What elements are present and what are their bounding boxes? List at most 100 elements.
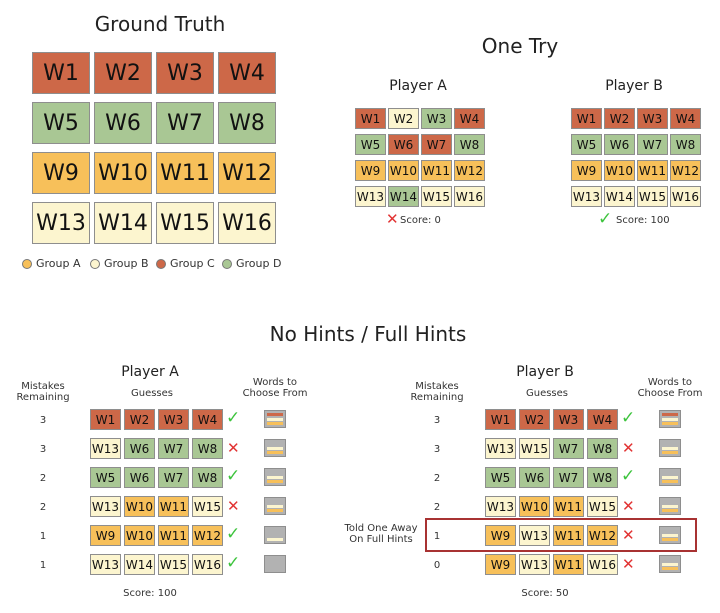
word-tile: W6 <box>519 467 550 488</box>
remaining-group-bar <box>662 418 678 421</box>
remaining-group-bar <box>267 509 283 512</box>
word-tile: W15 <box>519 438 550 459</box>
word-tile: W6 <box>604 134 635 155</box>
mistakes-remaining-value: 2 <box>433 502 441 513</box>
word-tile: W11 <box>553 496 584 517</box>
hints-player-a-name: Player A <box>121 364 179 380</box>
word-tile: W2 <box>519 409 550 430</box>
one-try-player-b-name: Player B <box>605 78 663 94</box>
legend-swatch <box>90 259 100 269</box>
one-away-note: Told One Away On Full Hints <box>344 523 418 545</box>
cross-icon: ✕ <box>622 526 635 544</box>
remaining-group-bar <box>662 480 678 483</box>
words-to-choose-thumbnail <box>659 439 681 457</box>
word-tile: W13 <box>90 496 121 517</box>
word-tile: W13 <box>32 202 90 244</box>
mistakes-header-a: Mistakes Remaining <box>16 381 70 403</box>
word-tile: W11 <box>553 554 584 575</box>
word-tile: W12 <box>192 525 223 546</box>
one-try-score: Score: 100 <box>616 215 670 226</box>
remaining-group-bar <box>662 538 678 541</box>
word-tile: W1 <box>32 52 90 94</box>
words-to-choose-thumbnail <box>264 555 286 573</box>
remaining-group-bar <box>267 447 283 450</box>
word-tile: W15 <box>158 554 189 575</box>
cross-icon: ✕ <box>622 555 635 573</box>
hints-player-b-name: Player B <box>516 364 574 380</box>
word-tile: W12 <box>670 160 701 181</box>
word-tile: W10 <box>604 160 635 181</box>
one-try-title: One Try <box>481 34 559 58</box>
words-to-choose-thumbnail <box>659 468 681 486</box>
word-tile: W6 <box>388 134 419 155</box>
check-icon: ✓ <box>621 408 636 428</box>
legend-label: Group B <box>104 257 149 270</box>
word-tile: W8 <box>192 467 223 488</box>
word-tile: W10 <box>94 152 152 194</box>
word-tile: W6 <box>124 467 155 488</box>
remaining-group-bar <box>267 422 283 425</box>
legend-label: Group C <box>170 257 215 270</box>
word-tile: W5 <box>355 134 386 155</box>
remaining-group-bar <box>662 567 678 570</box>
mistakes-remaining-value: 2 <box>39 502 47 513</box>
remaining-group-bar <box>662 534 678 537</box>
word-tile: W9 <box>355 160 386 181</box>
word-tile: W7 <box>421 134 452 155</box>
word-tile: W4 <box>587 409 618 430</box>
mistakes-remaining-value: 2 <box>433 473 441 484</box>
word-tile: W13 <box>355 186 386 207</box>
word-tile: W12 <box>587 525 618 546</box>
word-tile: W3 <box>637 108 668 129</box>
word-tile: W7 <box>158 467 189 488</box>
hints-player-b-score: Score: 50 <box>521 588 569 599</box>
word-tile: W2 <box>94 52 152 94</box>
word-tile: W7 <box>158 438 189 459</box>
word-tile: W15 <box>637 186 668 207</box>
check-icon: ✓ <box>226 466 241 486</box>
word-tile: W1 <box>90 409 121 430</box>
legend-swatch <box>222 259 232 269</box>
word-tile: W8 <box>192 438 223 459</box>
word-tile: W4 <box>192 409 223 430</box>
word-tile: W16 <box>192 554 223 575</box>
word-tile: W6 <box>94 102 152 144</box>
check-icon: ✓ <box>226 408 241 428</box>
word-tile: W13 <box>485 438 516 459</box>
words-header-a: Words to Choose From <box>242 377 308 399</box>
mistakes-remaining-value: 0 <box>433 560 441 571</box>
word-tile: W7 <box>156 102 214 144</box>
mistakes-remaining-value: 2 <box>39 473 47 484</box>
hints-player-a-score: Score: 100 <box>123 588 177 599</box>
word-tile: W1 <box>571 108 602 129</box>
words-to-choose-thumbnail <box>659 555 681 573</box>
one-away-highlight <box>425 518 697 552</box>
word-tile: W2 <box>124 409 155 430</box>
word-tile: W8 <box>454 134 485 155</box>
word-tile: W13 <box>90 438 121 459</box>
words-to-choose-thumbnail <box>659 497 681 515</box>
word-tile: W14 <box>388 186 419 207</box>
mistakes-remaining-value: 1 <box>39 560 47 571</box>
remaining-group-bar <box>662 505 678 508</box>
check-icon: ✓ <box>598 209 613 229</box>
remaining-group-bar <box>662 509 678 512</box>
word-tile: W8 <box>218 102 276 144</box>
word-tile: W4 <box>670 108 701 129</box>
check-icon: ✓ <box>226 524 241 544</box>
word-tile: W4 <box>454 108 485 129</box>
word-tile: W15 <box>192 496 223 517</box>
word-tile: W14 <box>604 186 635 207</box>
word-tile: W16 <box>218 202 276 244</box>
word-tile: W15 <box>421 186 452 207</box>
word-tile: W5 <box>32 102 90 144</box>
guesses-header-b: Guesses <box>525 388 569 399</box>
remaining-group-bar <box>267 538 283 541</box>
word-tile: W9 <box>32 152 90 194</box>
word-tile: W13 <box>519 554 550 575</box>
mistakes-remaining-value: 1 <box>433 531 441 542</box>
mistakes-remaining-value: 1 <box>39 531 47 542</box>
remaining-group-bar <box>267 476 283 479</box>
one-try-player-a-name: Player A <box>389 78 447 94</box>
mistakes-remaining-value: 3 <box>39 415 47 426</box>
